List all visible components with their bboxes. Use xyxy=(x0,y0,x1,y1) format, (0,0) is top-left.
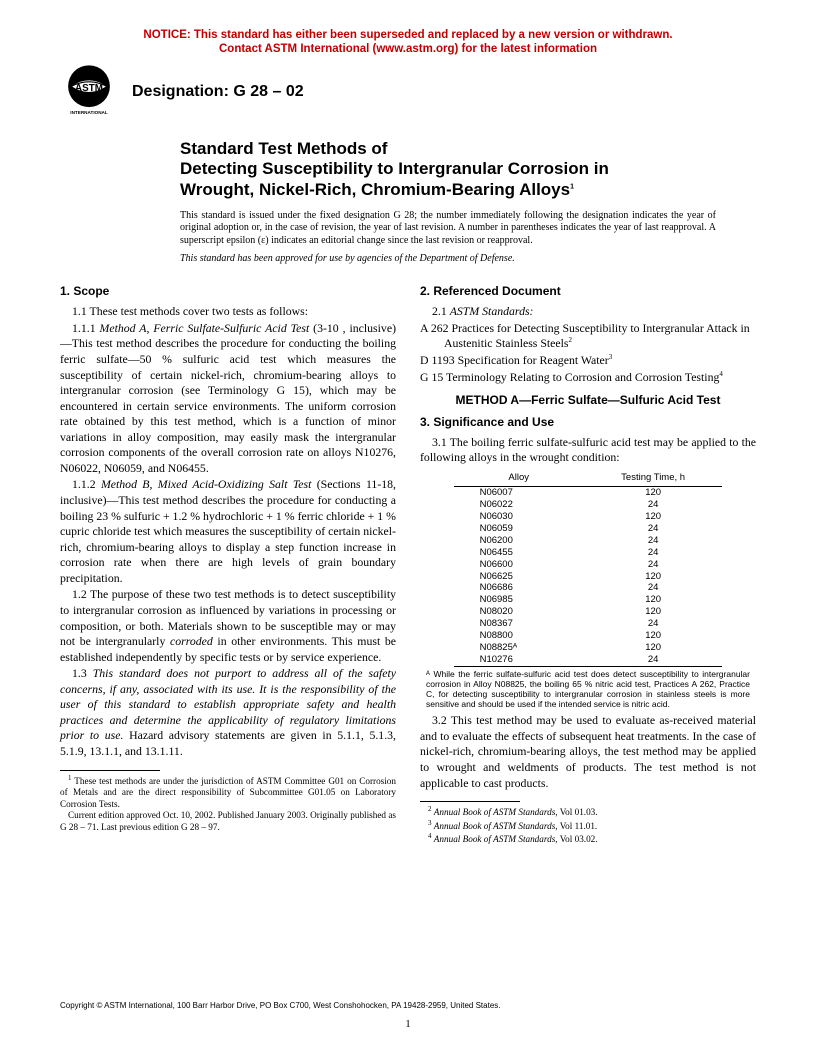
header-row: ASTM INTERNATIONAL Designation: G 28 – 0… xyxy=(60,63,756,121)
table-row: N0605924 xyxy=(454,523,723,535)
para-1-1-1: 1.1.1 Method A, Ferric Sulfate-Sulfuric … xyxy=(60,321,396,477)
para-3-2: 3.2 This test method may be used to eval… xyxy=(420,713,756,791)
para-1-3: 1.3 This standard does not purport to ad… xyxy=(60,666,396,759)
title-line2: Detecting Susceptibility to Intergranula… xyxy=(180,159,716,179)
dod-note: This standard has been approved for use … xyxy=(180,253,716,264)
page-number: 1 xyxy=(0,1018,816,1030)
svg-text:INTERNATIONAL: INTERNATIONAL xyxy=(70,110,108,115)
issuance-note: This standard is issued under the fixed … xyxy=(180,210,716,248)
astm-logo: ASTM INTERNATIONAL xyxy=(60,63,118,121)
title-line1: Standard Test Methods of xyxy=(180,139,716,159)
table-row: N08825ᴬ120 xyxy=(454,642,723,654)
copyright: Copyright © ASTM International, 100 Barr… xyxy=(60,1001,501,1010)
table-row: N0660024 xyxy=(454,559,723,571)
svg-text:ASTM: ASTM xyxy=(75,83,103,94)
footnote-3: 3 Annual Book of ASTM Standards, Vol 11.… xyxy=(420,819,756,833)
alloy-table: Alloy Testing Time, h N06007120N0602224N… xyxy=(454,470,723,667)
method-a-heading: METHOD A—Ferric Sulfate—Sulfuric Acid Te… xyxy=(420,393,756,409)
para-1-1: 1.1 These test methods cover two tests a… xyxy=(60,304,396,320)
title-line3: Wrought, Nickel-Rich, Chromium-Bearing A… xyxy=(180,180,716,200)
table-row: N08020120 xyxy=(454,606,723,618)
ref-d1193: D 1193 Specification for Reagent Water3 xyxy=(420,353,756,369)
para-1-2: 1.2 The purpose of these two test method… xyxy=(60,587,396,665)
column-left: 1. Scope 1.1 These test methods cover tw… xyxy=(60,280,396,845)
astm-standards-label: 2.1 ASTM Standards: xyxy=(420,304,756,320)
scope-heading: 1. Scope xyxy=(60,284,396,300)
para-1-1-2: 1.1.2 Method B, Mixed Acid-Oxidizing Sal… xyxy=(60,477,396,586)
th-time: Testing Time, h xyxy=(584,470,723,487)
table-row: N0620024 xyxy=(454,535,723,547)
page: NOTICE: This standard has either been su… xyxy=(0,0,816,1056)
columns: 1. Scope 1.1 These test methods cover tw… xyxy=(60,280,756,845)
para-3-1: 3.1 The boiling ferric sulfate-sulfuric … xyxy=(420,435,756,466)
column-right: 2. Referenced Document 2.1 ASTM Standard… xyxy=(420,280,756,845)
table-row: N0602224 xyxy=(454,499,723,511)
notice-line1: NOTICE: This standard has either been su… xyxy=(143,29,672,41)
table-row: N0645524 xyxy=(454,547,723,559)
th-alloy: Alloy xyxy=(454,470,584,487)
footnote-rule-left xyxy=(60,770,160,771)
table-row: N1027624 xyxy=(454,654,723,666)
table-row: N06625120 xyxy=(454,571,723,583)
footnote-2: 2 Annual Book of ASTM Standards, Vol 01.… xyxy=(420,805,756,819)
footnote-1b: Current edition approved Oct. 10, 2002. … xyxy=(60,810,396,833)
ref-a262: A 262 Practices for Detecting Susceptibi… xyxy=(420,321,756,352)
designation: Designation: G 28 – 02 xyxy=(132,83,304,101)
footnote-1: 1 These test methods are under the juris… xyxy=(60,774,396,811)
refdoc-heading: 2. Referenced Document xyxy=(420,284,756,300)
significance-heading: 3. Significance and Use xyxy=(420,415,756,431)
notice-banner: NOTICE: This standard has either been su… xyxy=(60,28,756,57)
title-block: Standard Test Methods of Detecting Susce… xyxy=(180,139,716,200)
table-row: N0668624 xyxy=(454,582,723,594)
notice-line2: Contact ASTM International (www.astm.org… xyxy=(219,43,597,55)
table-row: N06030120 xyxy=(454,511,723,523)
ref-g15: G 15 Terminology Relating to Corrosion a… xyxy=(420,370,756,386)
table-row: N08800120 xyxy=(454,630,723,642)
table-row: N0836724 xyxy=(454,618,723,630)
table-row: N06985120 xyxy=(454,594,723,606)
footnote-4: 4 Annual Book of ASTM Standards, Vol 03.… xyxy=(420,832,756,846)
table-note-a: ᴬ While the ferric sulfate-sulfuric acid… xyxy=(426,669,750,710)
table-row: N06007120 xyxy=(454,487,723,499)
footnote-rule-right xyxy=(420,801,520,802)
